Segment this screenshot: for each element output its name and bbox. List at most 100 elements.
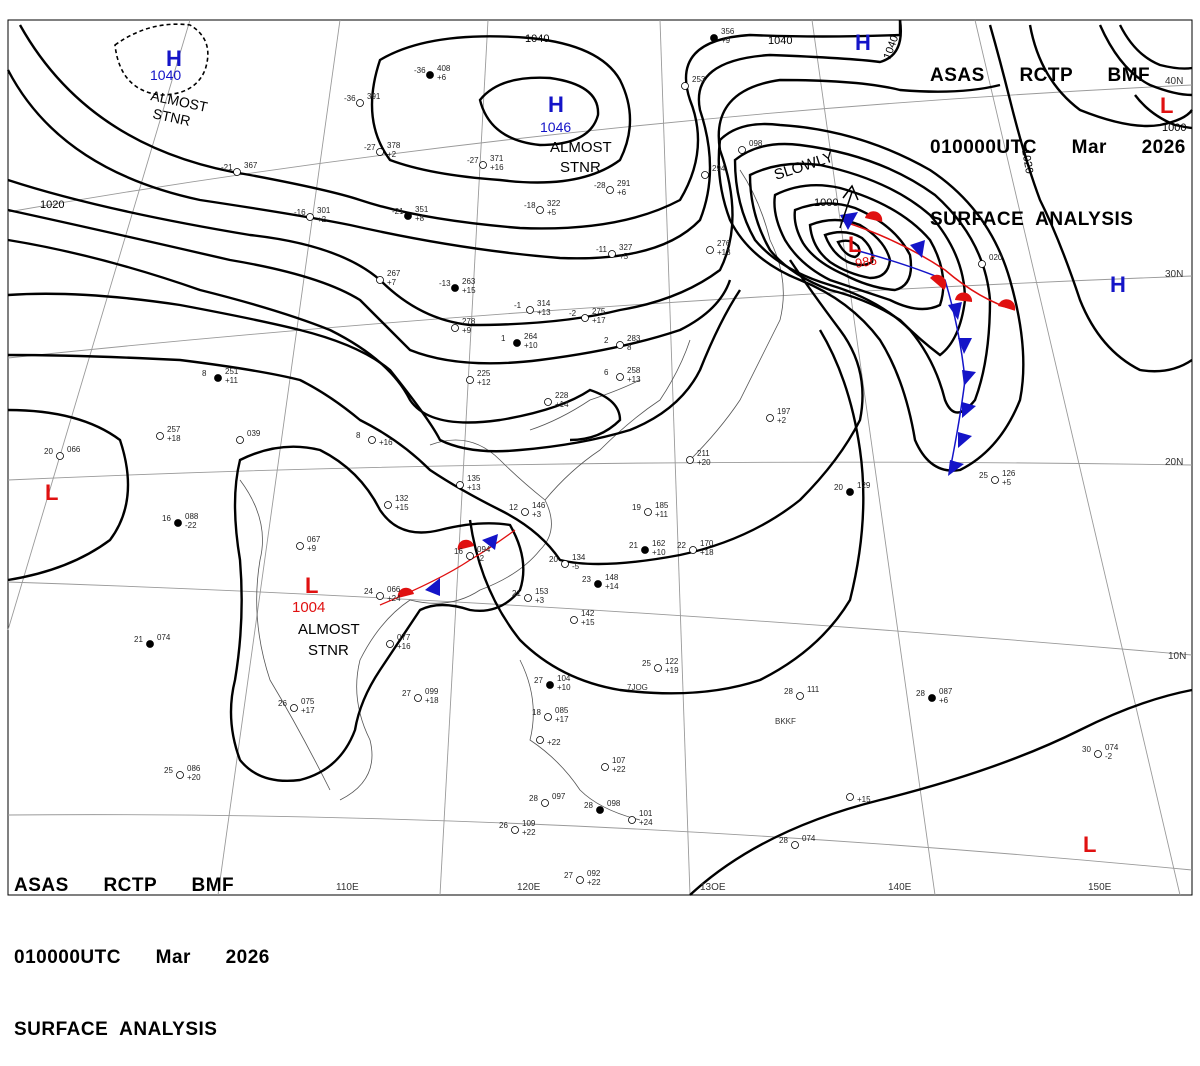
station-pressure: 129 bbox=[857, 481, 871, 490]
station-plot: -18 322+5 bbox=[524, 199, 561, 217]
station-circle bbox=[466, 376, 474, 384]
warm-front-symbol bbox=[955, 292, 973, 302]
station-tendency: +16 bbox=[490, 163, 504, 172]
parallel-40 bbox=[7, 84, 1193, 213]
station-pressure: 257 bbox=[167, 425, 181, 434]
station-temperature: 20 bbox=[834, 483, 843, 492]
station-circle bbox=[608, 250, 616, 258]
station-circle bbox=[616, 341, 624, 349]
station-plot: 27 099+18 bbox=[402, 687, 439, 705]
station-plot: -11 327+5 bbox=[596, 243, 633, 261]
station-tendency: +13 bbox=[627, 375, 641, 384]
center-note: STNR bbox=[151, 105, 192, 129]
station-pressure: 099 bbox=[425, 687, 439, 696]
station-plot: 19 185+11 bbox=[632, 501, 669, 519]
station-pressure: 225 bbox=[477, 369, 491, 378]
station-circle bbox=[356, 99, 364, 107]
station-plot: 278+9 bbox=[451, 317, 476, 335]
station-pressure: 132 bbox=[395, 494, 409, 503]
station-circle bbox=[456, 481, 464, 489]
station-plot: 098 bbox=[738, 139, 763, 154]
movement-arrow bbox=[839, 184, 859, 229]
longitude-label: 120E bbox=[517, 882, 541, 893]
station-pressure: 111 bbox=[807, 685, 820, 694]
cold-front-symbol bbox=[958, 338, 972, 354]
cold-front-symbol bbox=[958, 432, 972, 448]
station-circle bbox=[526, 306, 534, 314]
station-tendency: +5 bbox=[1002, 478, 1012, 487]
arrow-shaft bbox=[839, 191, 853, 229]
station-plot: 18 085+17 bbox=[532, 706, 569, 724]
isobar-label: 1040 bbox=[768, 35, 792, 47]
station-circle bbox=[846, 488, 854, 496]
station-temperature: 1 bbox=[501, 334, 506, 343]
isobar-1004-east bbox=[1134, 94, 1193, 130]
station-tendency: +9 bbox=[462, 326, 472, 335]
station-pressure: 075 bbox=[301, 697, 315, 706]
chart-header: ASAS RCTP BMF 010000UTC Mar 2026 SURFACE… bbox=[930, 16, 1186, 256]
isobar-labels: 1040 1040 1040 1020 1020 1000 1000 bbox=[40, 33, 1186, 211]
station-tendency: +22 bbox=[612, 765, 626, 774]
station-temperature: 28 bbox=[529, 794, 538, 803]
station-tendency: +18 bbox=[167, 434, 181, 443]
station-tendency: +10 bbox=[557, 683, 571, 692]
station-plot: 267+7 bbox=[376, 269, 401, 287]
station-circle bbox=[376, 592, 384, 600]
station-circle bbox=[846, 793, 854, 801]
station-plot: 20 066 bbox=[44, 445, 81, 460]
station-tendency: +22 bbox=[587, 878, 601, 887]
station-plot: 142+15 bbox=[570, 609, 595, 627]
station-tendency: 8 bbox=[627, 343, 632, 352]
station-circle bbox=[561, 560, 569, 568]
isobar-low-1000 bbox=[793, 202, 913, 292]
station-pressure: 039 bbox=[247, 429, 261, 438]
station-circle bbox=[541, 799, 549, 807]
latitude-label: 40N bbox=[1165, 76, 1183, 87]
station-tendency: +13 bbox=[467, 483, 481, 492]
station-pressure: 074 bbox=[802, 834, 816, 843]
station-temperature: 24 bbox=[364, 587, 373, 596]
center-note: ALMOST bbox=[298, 621, 360, 638]
isobar-dashed bbox=[114, 23, 209, 96]
isobar-1012-east bbox=[1098, 24, 1193, 97]
latitude-label: 20N bbox=[1165, 457, 1183, 468]
station-plot: 135+13 bbox=[456, 474, 481, 492]
isobar-label: 1020 bbox=[40, 199, 64, 211]
station-pressure: 122 bbox=[665, 657, 679, 666]
station-circle bbox=[214, 374, 222, 382]
station-circle bbox=[376, 148, 384, 156]
station-pressure: 087 bbox=[939, 687, 953, 696]
station-plot: 26 109+22 bbox=[499, 819, 536, 837]
low-symbol: L bbox=[848, 232, 861, 257]
station-pressure: 074 bbox=[157, 633, 171, 642]
low-symbol: L bbox=[1083, 832, 1096, 857]
station-plot: 225+12 bbox=[466, 369, 491, 387]
station-pressure: 104 bbox=[557, 674, 571, 683]
isobar-1020-east bbox=[988, 24, 1193, 373]
station-pressure: 276 bbox=[717, 239, 731, 248]
station-tendency: +20 bbox=[187, 773, 201, 782]
warm-front-symbol bbox=[397, 587, 414, 598]
station-plot: 8 +16 bbox=[356, 431, 393, 447]
station-temperature: 26 bbox=[278, 699, 287, 708]
station-plot: 16 094-2 bbox=[454, 545, 491, 563]
station-temperature: 27 bbox=[402, 689, 411, 698]
station-circle bbox=[236, 436, 244, 444]
station-temperature: 21 bbox=[629, 541, 638, 550]
header-line: ASAS RCTP BMF bbox=[14, 875, 235, 896]
station-plot: 28 111 bbox=[784, 685, 820, 700]
indochina-coast bbox=[239, 479, 331, 791]
station-pressure: 074 bbox=[1105, 743, 1119, 752]
meridian-100 bbox=[7, 19, 191, 631]
station-tendency: +15 bbox=[857, 795, 871, 804]
station-plot: 27 092+22 bbox=[564, 869, 601, 887]
station-tendency: +18 bbox=[425, 696, 439, 705]
warm-front-line bbox=[844, 221, 1016, 311]
station-plot: 25 126+5 bbox=[979, 469, 1016, 487]
station-circle bbox=[991, 476, 999, 484]
station-plot: 28 098 bbox=[584, 799, 621, 814]
station-temperature: 28 bbox=[916, 689, 925, 698]
station-circle bbox=[701, 171, 709, 179]
low-symbol: L bbox=[1160, 93, 1173, 118]
station-circle bbox=[451, 284, 459, 292]
